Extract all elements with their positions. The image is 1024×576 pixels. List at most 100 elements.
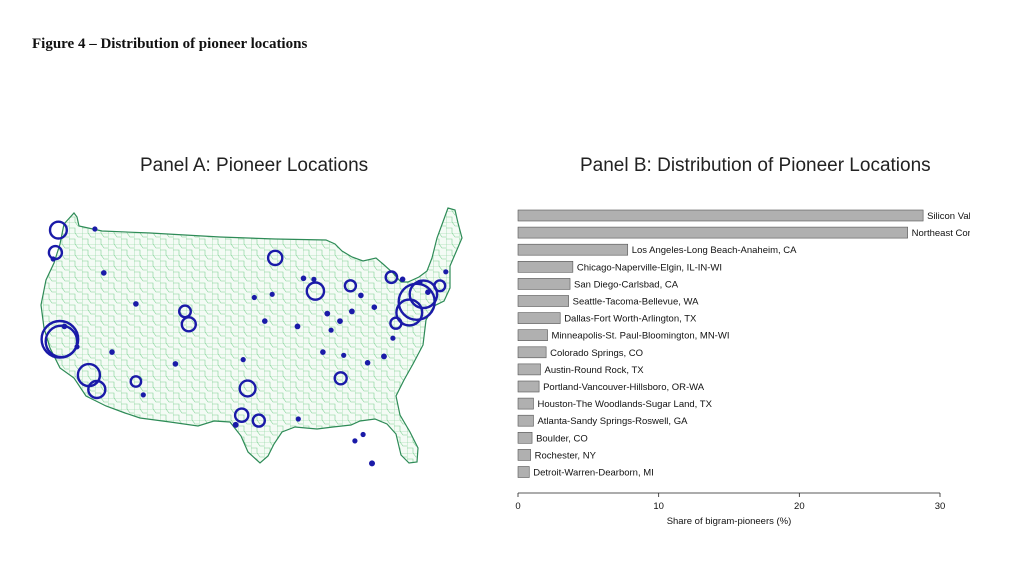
pioneer-marker-29 (381, 353, 387, 360)
bar-3 (517, 260, 574, 273)
bar-label-7: Minneapolis-St. Paul-Bloomington, MN-WI (552, 331, 730, 342)
pioneer-marker-17 (384, 270, 399, 285)
bar-2 (517, 243, 629, 256)
pioneer-marker-19 (389, 316, 403, 330)
pioneer-marker-8 (48, 220, 68, 240)
pioneer-marker-20 (433, 279, 447, 293)
pioneer-marker-6 (87, 379, 107, 400)
bar-13 (517, 432, 533, 444)
bar-label-13: Boulder, CO (536, 433, 588, 444)
pioneer-marker-44 (140, 392, 146, 398)
bar-12 (517, 414, 534, 427)
bar-group: Silicon Valley Northeast Corridor Los Ange… (517, 209, 970, 479)
pioneer-marker-24 (337, 318, 343, 324)
pioneer-marker-10 (266, 249, 284, 267)
bar-label-1: Northeast Corridor (912, 228, 970, 239)
bar-15 (517, 466, 530, 478)
pioneer-marker-12 (177, 304, 192, 319)
bar-7 (517, 329, 548, 341)
x-tick-label-1: 10 (653, 501, 664, 512)
pioneer-marker-51 (251, 294, 257, 301)
bar-1 (517, 226, 908, 239)
pioneer-marker-35 (320, 349, 326, 355)
pioneer-marker-21 (129, 375, 143, 388)
pioneer-marker-55 (341, 352, 347, 358)
pioneer-marker-26 (348, 308, 355, 315)
pioneer-marker-11 (180, 316, 198, 333)
bar-label-10: Portland-Vancouver-Hillsboro, OR-WA (543, 382, 705, 393)
pioneer-marker-22 (368, 460, 375, 467)
bar-label-0: Silicon Valley (927, 211, 970, 222)
pioneer-marker-39 (416, 279, 423, 286)
pioneer-marker-52 (269, 291, 275, 297)
bar-chart: Silicon Valley Northeast Corridor Los Ange… (515, 209, 970, 527)
bar-11 (517, 397, 534, 410)
bar-label-15: Detroit-Warren-Dearborn, MI (533, 468, 654, 479)
x-tick-label-3: 30 (935, 501, 946, 512)
pioneer-marker-46 (295, 416, 301, 422)
bar-5 (517, 295, 569, 307)
pioneer-marker-48 (352, 438, 358, 444)
bar-9 (517, 363, 541, 376)
pioneer-marker-49 (328, 327, 334, 333)
pioneer-marker-34 (262, 318, 268, 324)
bar-label-4: San Diego-Carlsbad, CA (574, 279, 679, 290)
pioneer-marker-31 (371, 304, 378, 310)
pioneer-marker-25 (324, 310, 331, 317)
bar-label-5: Seattle-Tacoma-Bellevue, WA (573, 297, 700, 308)
panel-b-title: Panel B: Distribution of Pioneer Locatio… (580, 155, 931, 176)
pioneer-marker-41 (425, 289, 431, 295)
pioneer-marker-54 (50, 256, 56, 262)
pioneer-marker-57 (443, 269, 449, 275)
figure-title: Figure 4 – Distribution of pioneer locat… (32, 36, 308, 52)
pioneer-marker-9 (238, 379, 257, 398)
bar-label-11: Houston-The Woodlands-Sugar Land, TX (537, 399, 712, 410)
pioneer-marker-14 (251, 413, 267, 428)
bar-10 (517, 380, 540, 393)
pioneer-marker-33 (300, 275, 307, 282)
pioneer-marker-47 (360, 431, 366, 438)
bar-0 (517, 209, 924, 222)
pioneer-marker-3 (408, 279, 439, 310)
pioneer-marker-32 (358, 292, 364, 299)
pioneer-marker-18 (343, 279, 358, 293)
bar-label-9: Austin-Round Rock, TX (545, 365, 645, 376)
bar-4 (517, 278, 571, 290)
pioneer-marker-36 (172, 361, 179, 367)
pioneer-marker-28 (133, 301, 139, 307)
x-tick-label-2: 20 (794, 501, 805, 512)
pioneer-marker-37 (109, 349, 115, 355)
pioneer-marker-56 (390, 335, 396, 341)
bar-label-12: Atlanta-Sandy Springs-Roswell, GA (537, 416, 688, 427)
bar-label-14: Rochester, NY (535, 450, 597, 461)
pioneer-marker-13 (233, 407, 250, 423)
pioneer-marker-42 (61, 323, 68, 330)
pioneer-marker-16 (333, 371, 348, 386)
bar-8 (517, 346, 547, 359)
pioneer-marker-43 (74, 344, 80, 350)
bar-6 (517, 312, 561, 324)
pioneer-marker-23 (232, 421, 239, 428)
bar-label-2: Los Angeles-Long Beach-Anaheim, CA (632, 245, 797, 256)
pioneer-marker-40 (399, 276, 406, 283)
pioneer-marker-50 (311, 276, 317, 282)
us-map (40, 207, 463, 467)
pioneer-marker-1 (44, 324, 79, 359)
x-tick-label-0: 0 (515, 501, 520, 512)
pioneer-marker-30 (364, 360, 371, 366)
bar-label-6: Dallas-Fort Worth-Arlington, TX (564, 314, 697, 325)
pioneer-marker-4 (395, 298, 424, 327)
pioneer-marker-27 (294, 323, 301, 330)
pioneer-markers (40, 220, 449, 467)
x-axis: 0 10 20 30 Share of bigram-pioneers (%) (515, 492, 946, 527)
bar-14 (517, 449, 531, 461)
pioneer-marker-7 (305, 281, 326, 301)
x-axis-label: Share of bigram-pioneers (%) (667, 516, 792, 527)
bar-label-3: Chicago-Naperville-Elgin, IL-IN-WI (577, 262, 722, 273)
pioneer-marker-38 (101, 270, 107, 276)
bar-label-8: Colorado Springs, CO (550, 348, 643, 359)
commuting-zone-boundaries (41, 208, 462, 463)
panel-a-title: Panel A: Pioneer Locations (140, 155, 369, 176)
pioneer-marker-53 (92, 226, 98, 232)
pioneer-marker-45 (240, 357, 246, 363)
